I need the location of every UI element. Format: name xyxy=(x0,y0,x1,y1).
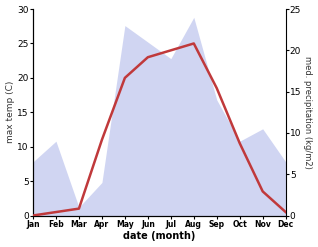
X-axis label: date (month): date (month) xyxy=(123,231,196,242)
Y-axis label: max temp (C): max temp (C) xyxy=(5,81,15,144)
Y-axis label: med. precipitation (kg/m2): med. precipitation (kg/m2) xyxy=(303,56,313,169)
